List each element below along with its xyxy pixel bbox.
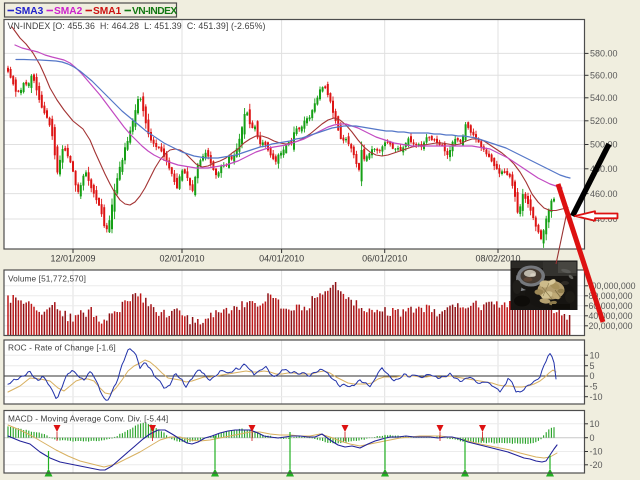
svg-text:10: 10 (590, 419, 600, 429)
svg-text:00,000,000: 00,000,000 (592, 281, 636, 291)
svg-text:60,000,000: 60,000,000 (589, 301, 633, 311)
svg-text:SMA2: SMA2 (54, 6, 83, 17)
svg-text:02/01/2010: 02/01/2010 (159, 254, 204, 264)
svg-text:-10: -10 (590, 447, 603, 457)
svg-text:460.00: 460.00 (590, 189, 618, 199)
svg-text:VN-INDEX: VN-INDEX (132, 6, 177, 17)
svg-text:540.00: 540.00 (590, 93, 618, 103)
svg-text:MACD - Moving Average Conv. Di: MACD - Moving Average Conv. Div. [-5.44] (8, 414, 168, 424)
svg-text:40,000,000: 40,000,000 (589, 311, 633, 321)
svg-text:-20: -20 (590, 460, 603, 470)
svg-text:08/02/2010: 08/02/2010 (475, 254, 520, 264)
svg-text:10: 10 (590, 350, 600, 360)
svg-text:06/01/2010: 06/01/2010 (362, 254, 407, 264)
svg-text:ROC - Rate of Change [-1.6]: ROC - Rate of Change [-1.6] (8, 343, 116, 353)
svg-text:VN-INDEX [O: 455.36 H: 464.28: VN-INDEX [O: 455.36 H: 464.28 L: 451.39 … (8, 21, 266, 31)
svg-text:480.00: 480.00 (590, 164, 618, 174)
svg-text:560.00: 560.00 (590, 71, 618, 81)
svg-text:0: 0 (590, 433, 595, 443)
svg-text:Volume [51,772,570]: Volume [51,772,570] (8, 274, 86, 284)
svg-text:-10: -10 (590, 392, 603, 402)
svg-text:SMA1: SMA1 (93, 6, 122, 17)
svg-text:520.00: 520.00 (590, 116, 618, 126)
svg-text:20,000,000: 20,000,000 (589, 321, 633, 331)
svg-text:500.00: 500.00 (590, 140, 618, 150)
svg-text:-5: -5 (590, 381, 598, 391)
svg-text:SMA3: SMA3 (15, 6, 44, 17)
svg-text:5: 5 (590, 361, 595, 371)
svg-text:0: 0 (590, 371, 595, 381)
svg-text:580.00: 580.00 (590, 49, 618, 59)
svg-text:04/01/2010: 04/01/2010 (259, 254, 304, 264)
svg-text:12/01/2009: 12/01/2009 (50, 254, 95, 264)
svg-text:80,000,000: 80,000,000 (589, 291, 633, 301)
